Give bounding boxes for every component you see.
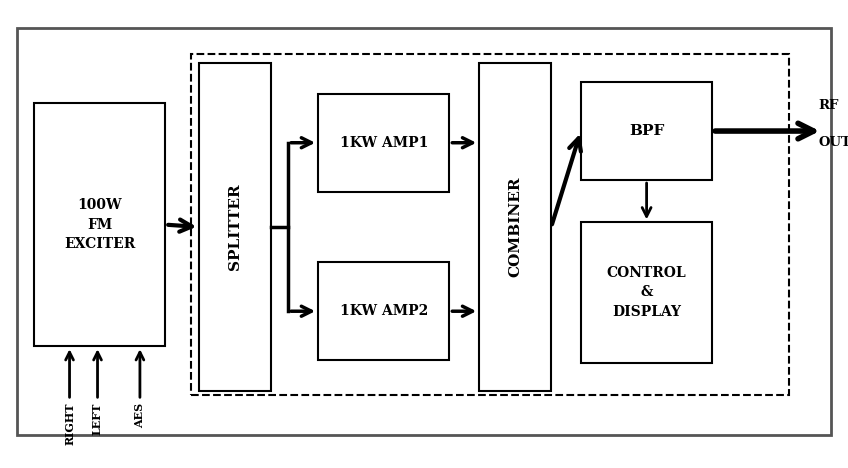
Bar — [479, 63, 551, 391]
Bar — [17, 28, 831, 435]
Text: LEFT: LEFT — [92, 402, 103, 435]
Text: RIGHT: RIGHT — [64, 402, 75, 445]
Text: 1KW AMP1: 1KW AMP1 — [339, 136, 428, 150]
Text: 1KW AMP2: 1KW AMP2 — [339, 304, 428, 318]
Bar — [581, 82, 712, 180]
Text: OUT: OUT — [818, 136, 848, 149]
Text: COMBINER: COMBINER — [508, 177, 522, 277]
Text: RF: RF — [818, 99, 839, 112]
Bar — [318, 94, 449, 192]
Bar — [191, 54, 789, 395]
Bar — [318, 262, 449, 360]
Text: 100W
FM
EXCITER: 100W FM EXCITER — [64, 198, 136, 251]
Bar — [199, 63, 271, 391]
Bar — [34, 103, 165, 346]
Text: AES: AES — [135, 402, 145, 428]
Text: SPLITTER: SPLITTER — [228, 183, 243, 271]
Bar — [581, 222, 712, 363]
Text: BPF: BPF — [629, 124, 664, 138]
Text: CONTROL
&
DISPLAY: CONTROL & DISPLAY — [607, 266, 686, 319]
